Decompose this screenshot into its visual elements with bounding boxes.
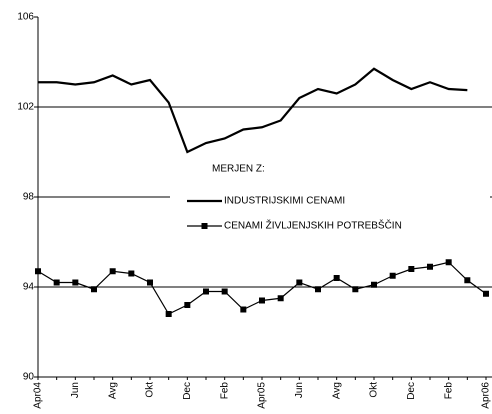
- legend-title: MERJEN Z:: [212, 164, 265, 175]
- marker: [203, 288, 209, 295]
- marker: [277, 295, 284, 302]
- x-tick-label: Jun: [70, 382, 81, 398]
- marker: [389, 272, 396, 279]
- x-tick-label: Apr06: [481, 382, 492, 409]
- marker: [35, 268, 41, 275]
- x-tick-label: Dec: [406, 382, 417, 400]
- marker: [53, 279, 60, 286]
- marker: [91, 286, 97, 293]
- marker: [128, 270, 135, 277]
- marker: [408, 266, 415, 272]
- x-tick-label: Avg: [331, 382, 342, 399]
- series-line: [37, 261, 487, 315]
- x-tick-label: Okt: [145, 382, 156, 398]
- legend-box: [170, 188, 490, 244]
- x-tick-label: Avg: [107, 382, 118, 399]
- marker: [445, 259, 452, 266]
- y-tick-label: 106: [17, 12, 34, 23]
- marker: [109, 268, 116, 275]
- marker: [333, 275, 340, 281]
- marker: [147, 279, 153, 286]
- marker: [315, 286, 321, 293]
- y-tick-label: 98: [23, 192, 35, 203]
- legend-label: CENAMI ŽIVLJENJSKIH POTREBŠČIN: [224, 219, 402, 232]
- x-tick-label: Feb: [219, 382, 230, 400]
- x-tick-label: Okt: [369, 382, 380, 398]
- legend-label: INDUSTRIJSKIMI CENAMI: [224, 196, 345, 207]
- marker: [240, 306, 247, 313]
- marker: [72, 279, 79, 286]
- series-line: [38, 67, 468, 154]
- marker: [483, 290, 489, 297]
- x-tick-label: Jun: [294, 382, 305, 398]
- y-tick-label: 102: [17, 102, 34, 113]
- marker: [296, 279, 303, 286]
- marker: [352, 286, 359, 293]
- marker: [427, 263, 433, 270]
- marker: [184, 302, 191, 308]
- marker: [259, 297, 265, 304]
- x-tick-label: Feb: [443, 382, 454, 400]
- y-tick-label: 94: [23, 282, 35, 293]
- x-tick-label: Dec: [182, 382, 193, 400]
- x-tick-label: Apr05: [257, 382, 268, 409]
- marker: [165, 311, 172, 317]
- y-tick-label: 90: [23, 372, 35, 383]
- marker: [221, 288, 228, 295]
- marker: [371, 281, 377, 288]
- x-tick-label: Apr04: [33, 382, 44, 409]
- marker: [464, 277, 471, 284]
- legend-marker: [201, 223, 208, 229]
